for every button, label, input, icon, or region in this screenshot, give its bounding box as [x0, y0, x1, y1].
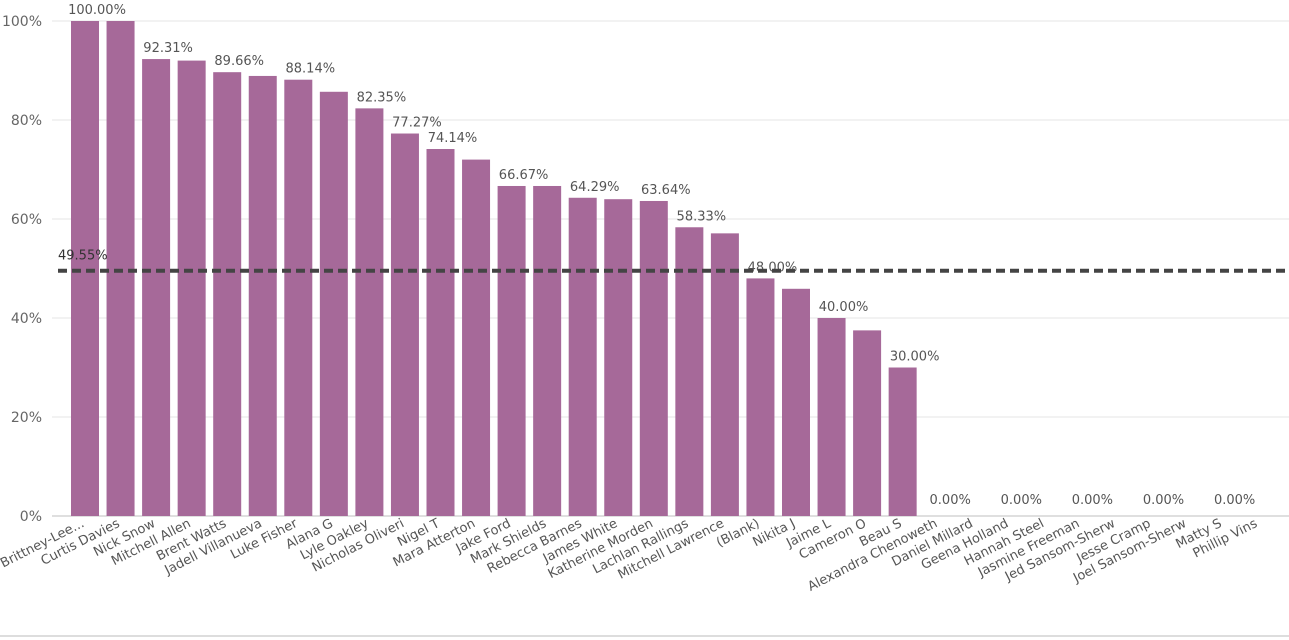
y-tick-label: 60%	[11, 212, 42, 228]
data-label: 63.64%	[641, 183, 691, 198]
bar	[533, 185, 562, 516]
data-label: 40.00%	[819, 300, 869, 315]
bars	[71, 21, 917, 517]
data-label: 89.66%	[214, 54, 264, 69]
data-labels: 100.00% 92.31% 89.66% 88.14% 82.35% 77.27%74.…	[68, 3, 1255, 508]
bar	[568, 197, 597, 516]
bar	[817, 318, 846, 516]
y-tick-label: 20%	[11, 410, 42, 426]
bar	[355, 108, 384, 517]
data-label: 66.67%	[499, 168, 549, 183]
bar	[213, 72, 242, 517]
data-label: 0.00%	[1072, 493, 1113, 508]
y-tick-label: 100%	[2, 14, 42, 30]
bar	[390, 133, 419, 517]
data-label: 74.14%	[428, 131, 478, 146]
bar	[604, 199, 633, 516]
bar	[888, 367, 917, 516]
data-label: 58.33%	[677, 209, 727, 224]
data-label: 0.00%	[930, 493, 971, 508]
data-label: 0.00%	[1143, 493, 1184, 508]
data-label: 48.00%	[748, 260, 798, 275]
data-label: 0.00%	[1214, 493, 1255, 508]
data-label: 30.00%	[890, 350, 940, 365]
bar	[284, 79, 313, 516]
bar	[675, 227, 704, 517]
y-axis: 0% 20% 40% 60% 80% 100%	[2, 14, 42, 525]
average-line-label: 49.55%	[58, 249, 108, 264]
bar	[106, 21, 135, 516]
bar	[710, 233, 739, 517]
average-line-group: 49.55%	[58, 249, 1289, 273]
bar	[782, 288, 810, 516]
data-label: 92.31%	[143, 41, 193, 56]
y-tick-label: 0%	[20, 509, 42, 525]
bar	[853, 330, 882, 516]
data-label: 0.00%	[1001, 493, 1042, 508]
bar	[248, 75, 277, 516]
bar	[319, 91, 348, 516]
bar	[462, 159, 491, 516]
y-tick-label: 40%	[11, 311, 42, 327]
bar	[746, 278, 775, 516]
data-label: 100.00%	[68, 3, 126, 18]
bar	[71, 21, 99, 516]
data-label: 77.27%	[392, 116, 442, 131]
data-label: 64.29%	[570, 180, 620, 195]
bar	[142, 59, 171, 517]
bar	[497, 185, 526, 516]
bar	[177, 60, 206, 516]
bar	[426, 149, 455, 516]
y-tick-label: 80%	[11, 113, 42, 129]
bar	[639, 200, 668, 516]
data-label: 88.14%	[286, 62, 336, 77]
data-label: 82.35%	[357, 90, 407, 105]
